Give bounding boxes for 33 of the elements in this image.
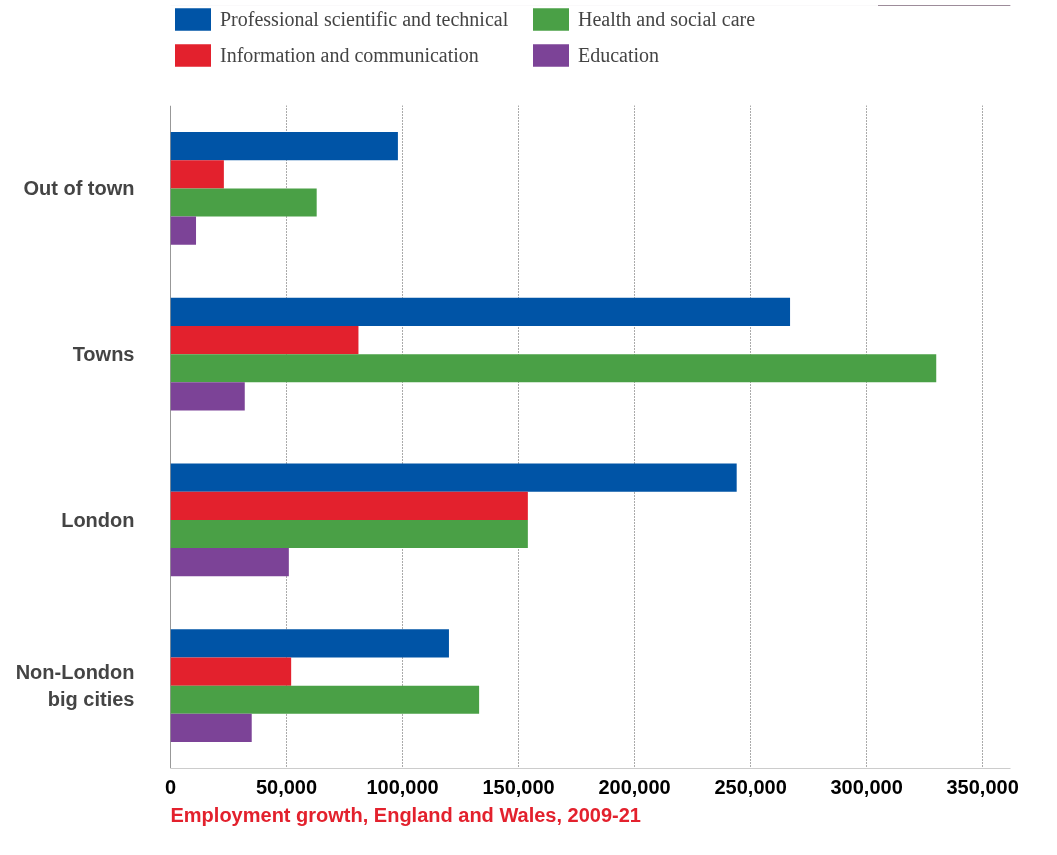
bar — [170, 297, 791, 326]
bar — [170, 382, 245, 411]
bar — [170, 685, 480, 714]
x-tick-label: 250,000 — [714, 775, 787, 798]
bar — [170, 713, 252, 742]
legend-label: Education — [578, 43, 661, 67]
bar — [170, 325, 359, 355]
bar — [170, 160, 224, 189]
bar — [170, 657, 292, 686]
text: Employment growth, England and Wales, 2009-21 — [170, 803, 641, 826]
y-tick-label: Non-London big cities — [15, 661, 135, 710]
bar — [170, 216, 197, 245]
legend-label: Professional scientific and technical — [220, 7, 510, 31]
x-tick-label: 100,000 — [366, 775, 439, 798]
y-tick-label: Out of town — [23, 177, 135, 200]
legend-label: Health and social care — [578, 7, 757, 31]
bar — [170, 629, 449, 658]
bar — [170, 188, 317, 217]
bar — [170, 519, 528, 549]
x-tick-label: 50,000 — [255, 775, 318, 798]
bar — [170, 491, 528, 520]
bar — [170, 463, 737, 492]
bar — [170, 132, 398, 161]
x-tick-label: 300,000 — [830, 775, 903, 798]
y-tick-label: London — [61, 508, 135, 531]
x-tick-label: 150,000 — [482, 775, 555, 798]
x-tick-label: 350,000 — [946, 775, 1019, 798]
x-tick-label: 200,000 — [598, 775, 671, 798]
bar — [170, 354, 937, 383]
legend-label: Information and communication — [220, 43, 480, 67]
bar — [170, 548, 289, 577]
x-tick-label: 0 — [164, 775, 177, 798]
y-tick-label: Towns — [72, 343, 135, 366]
